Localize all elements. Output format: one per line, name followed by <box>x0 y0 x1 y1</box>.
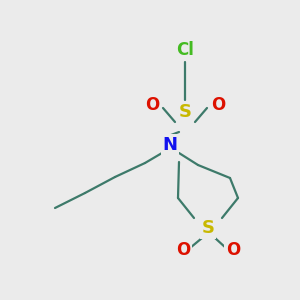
Text: S: S <box>178 103 191 121</box>
Text: O: O <box>211 96 225 114</box>
Text: O: O <box>145 96 159 114</box>
Text: O: O <box>226 241 240 259</box>
Text: N: N <box>163 136 178 154</box>
Text: Cl: Cl <box>176 41 194 59</box>
Text: O: O <box>176 241 190 259</box>
Text: S: S <box>202 219 214 237</box>
